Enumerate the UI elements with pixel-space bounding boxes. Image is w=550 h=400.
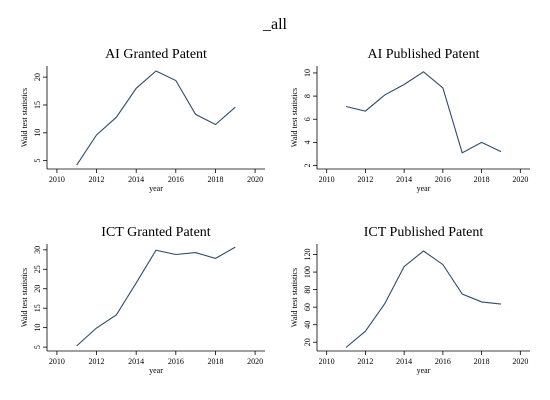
chart-title: ICT Published Patent [364, 225, 484, 240]
x-tick-label: 2018 [207, 357, 223, 366]
x-tick-label: 2014 [128, 357, 144, 366]
y-tick-label: 100 [303, 266, 312, 278]
x-axis-label: year [149, 184, 163, 193]
x-tick-label: 2016 [168, 357, 184, 366]
y-tick-label: 6 [303, 117, 312, 121]
x-axis-label: year [149, 366, 163, 375]
y-tick-label: 20 [33, 73, 42, 81]
series-line [76, 70, 236, 166]
x-tick-label: 2012 [357, 175, 373, 184]
y-tick-label: 15 [33, 304, 42, 312]
x-tick-label: 2018 [207, 175, 223, 184]
x-tick-label: 2020 [512, 357, 528, 366]
y-tick-label: 20 [33, 285, 42, 293]
y-tick-label: 120 [303, 249, 312, 261]
y-tick-label: 5 [33, 159, 42, 163]
x-tick-label: 2010 [319, 175, 335, 184]
x-tick-label: 2018 [474, 175, 490, 184]
x-tick-label: 2020 [247, 175, 263, 184]
chart-panel-2: AI Published Patent 2010 2012 2014 2016 2018 2… [290, 47, 530, 193]
chart-panel-4: ICT Published Patent 2010 2012 2014 2016 2018… [290, 225, 530, 375]
series-line [345, 71, 502, 154]
x-tick-label: 2012 [89, 175, 105, 184]
y-tick-label: 10 [33, 324, 42, 332]
y-tick-label: 2 [303, 164, 312, 168]
x-tick-label: 2020 [247, 357, 263, 366]
x-tick-label: 2014 [396, 357, 412, 366]
x-tick-label: 2016 [168, 175, 184, 184]
x-tick-label: 2016 [435, 357, 451, 366]
x-tick-label: 2010 [49, 357, 65, 366]
x-tick-label: 2010 [319, 357, 335, 366]
x-axis-label: year [417, 366, 431, 375]
y-tick-label: 25 [33, 265, 42, 273]
series-line [76, 246, 236, 347]
y-tick-label: 5 [33, 345, 42, 349]
y-axis-label: Wald test statistics [20, 268, 29, 327]
y-tick-label: 80 [303, 286, 312, 294]
x-tick-label: 2016 [435, 175, 451, 184]
x-axis-label: year [417, 184, 431, 193]
x-tick-label: 2014 [396, 175, 412, 184]
series-line [345, 250, 502, 348]
y-tick-label: 4 [303, 140, 312, 144]
y-axis-label: Wald test statistics [290, 88, 299, 147]
y-axis-label: Wald test statistics [20, 88, 29, 147]
y-tick-label: 8 [303, 94, 312, 98]
y-tick-label: 60 [303, 303, 312, 311]
y-tick-label: 10 [33, 129, 42, 137]
figure-title: _all [262, 16, 288, 33]
y-tick-label: 20 [303, 338, 312, 346]
chart-title: AI Published Patent [368, 47, 480, 62]
x-tick-label: 2020 [512, 175, 528, 184]
y-tick-label: 30 [33, 246, 42, 254]
x-tick-label: 2012 [357, 357, 373, 366]
x-tick-label: 2018 [474, 357, 490, 366]
x-tick-label: 2010 [49, 175, 65, 184]
y-tick-label: 15 [33, 101, 42, 109]
y-tick-label: 10 [303, 69, 312, 77]
chart-title: ICT Granted Patent [101, 225, 210, 240]
y-tick-label: 40 [303, 321, 312, 329]
x-tick-label: 2014 [128, 175, 144, 184]
chart-title: AI Granted Patent [105, 47, 207, 62]
x-tick-label: 2012 [89, 357, 105, 366]
y-axis-label: Wald test statistics [290, 268, 299, 327]
